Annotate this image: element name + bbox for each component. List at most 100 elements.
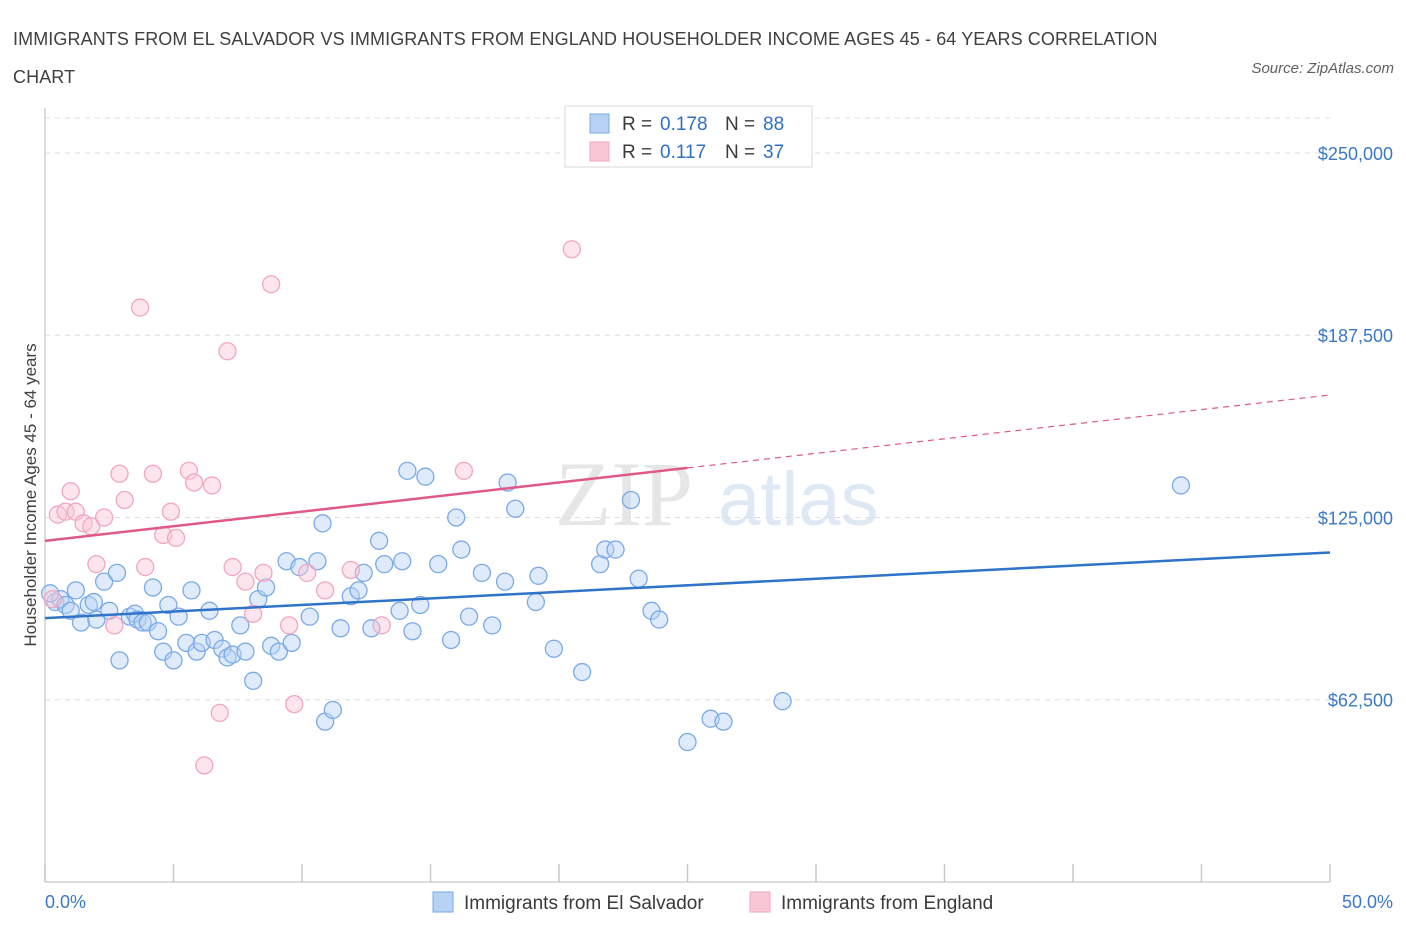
trend-extension-series1 [687,394,1331,469]
point-series0-50 [349,581,368,600]
point-series0-71 [526,592,546,612]
point-series0-82 [678,732,697,752]
point-series0-30 [213,639,232,658]
point-series1-0 [43,589,62,609]
point-series0-67 [483,616,502,635]
point-series0-55 [390,601,409,620]
point-series1-13 [136,557,155,577]
point-series0-63 [447,508,466,527]
point-series0-35 [244,671,263,690]
point-series0-1 [51,589,70,609]
point-series1-27 [254,563,273,583]
point-series1-26 [244,604,263,623]
bottom-legend-label-england: Immigrants from England [781,893,993,914]
legend-r-label-1: R = [622,114,652,135]
point-series0-54 [375,555,394,574]
point-series0-68 [495,572,515,591]
point-series0-77 [606,540,625,559]
point-series0-5 [71,613,91,632]
point-series0-48 [331,619,350,638]
legend-r-value-2: 0.117 [660,142,706,163]
point-series0-15 [128,610,147,629]
point-series0-84 [714,712,733,731]
point-series0-52 [362,619,381,638]
point-series0-56 [393,552,412,571]
point-series1-14 [143,464,163,483]
point-series1-23 [218,342,237,361]
point-series1-20 [195,756,214,775]
watermark-zip: ZIP [555,443,693,545]
point-series0-65 [459,607,479,626]
scatter-points [40,240,1191,775]
point-series1-31 [297,563,317,583]
watermark-atlas: atlas [718,457,879,542]
point-series1-34 [372,616,391,635]
point-series0-73 [544,639,564,658]
point-series1-3 [61,482,80,501]
bottom-legend-swatch-el-salvador [432,891,454,913]
point-series1-29 [279,616,299,635]
point-series1-10 [110,464,129,483]
point-series0-26 [187,642,206,661]
point-series0-37 [256,578,276,597]
point-series0-78 [621,490,641,510]
stats-legend: R = 0.178 N = 88 R = 0.117 N = 37 [564,105,813,168]
point-series0-33 [231,616,250,635]
point-series0-31 [218,648,237,667]
y-tick-label-0: $62,500 [1328,691,1393,711]
point-series0-60 [416,467,435,486]
point-series0-45 [313,514,332,533]
legend-swatch-england [589,141,610,162]
point-series0-21 [159,595,178,615]
point-series0-76 [596,540,615,559]
legend-n-value-1: 88 [763,114,784,135]
point-series0-19 [148,622,168,641]
x-tick-label-left: 0.0% [45,892,86,912]
point-series0-64 [452,540,471,559]
trend-lines [44,394,1331,620]
y-tick-labels: $62,500 $125,000 $187,500 $250,000 [1318,144,1393,711]
bottom-legend-swatch-england [749,891,771,913]
point-series0-47 [323,700,342,720]
point-series0-41 [282,633,301,653]
point-series1-32 [315,581,335,600]
point-series0-59 [411,595,430,615]
point-series0-7 [84,592,103,612]
point-series1-25 [236,572,255,591]
point-series1-33 [341,560,360,580]
trend-line-series1 [44,466,688,543]
point-series0-66 [472,563,492,583]
point-series0-4 [66,581,85,600]
point-series1-8 [94,508,114,527]
point-series1-24 [223,557,242,577]
point-series0-61 [429,555,448,574]
point-series1-30 [285,694,304,714]
legend-n-label-2: N = [725,142,755,163]
point-series0-86 [1171,476,1191,495]
point-series1-9 [105,616,124,635]
point-series1-21 [202,476,222,495]
chart-title: IMMIGRANTS FROM EL SALVADOR VS IMMIGRANT… [13,29,1158,87]
y-axis-title: Householder Income Ages 45 - 64 years [21,343,40,646]
point-series0-72 [529,566,548,585]
point-series0-12 [110,651,129,670]
point-series0-53 [369,531,389,550]
point-series0-39 [269,642,289,661]
point-series1-11 [115,490,134,510]
y-tick-label-2: $187,500 [1318,326,1393,346]
point-series1-16 [161,502,181,521]
point-series0-18 [143,578,163,597]
point-series0-74 [572,662,592,682]
series-legend: Immigrants from El Salvador Immigrants f… [432,891,993,914]
point-series0-11 [107,563,127,583]
point-series1-18 [179,461,199,480]
legend-n-value-2: 37 [763,142,784,163]
point-series1-12 [130,298,150,317]
point-series0-81 [650,610,669,629]
point-series0-58 [403,622,422,641]
point-series0-9 [94,572,114,591]
point-series0-43 [300,607,319,626]
bottom-legend-label-el-salvador: Immigrants from El Salvador [464,893,704,914]
x-ticks [44,864,1331,882]
